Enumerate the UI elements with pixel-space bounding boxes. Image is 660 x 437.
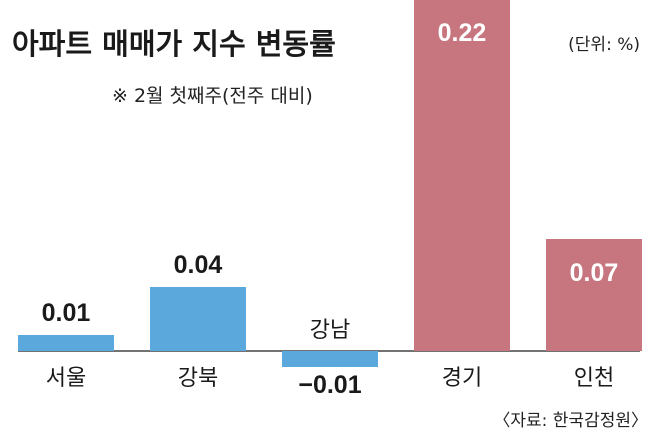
category-label-4: 인천 — [574, 366, 614, 391]
category-label-0: 서울 — [46, 366, 86, 391]
bar-4 — [546, 239, 642, 351]
category-label-3: 경기 — [442, 366, 482, 391]
value-label-3: 0.22 — [438, 19, 487, 47]
unit-label: (단위: %) — [568, 35, 640, 55]
bar-3 — [414, 0, 510, 351]
chart-subtitle: ※ 2월 첫째주(전주 대비) — [112, 85, 313, 107]
value-label-0: 0.01 — [42, 299, 91, 327]
category-label-2: 강남 — [310, 318, 350, 343]
value-label-1: 0.04 — [174, 251, 223, 279]
bar-1 — [150, 287, 246, 351]
chart-title: 아파트 매매가 지수 변동률 — [12, 27, 336, 61]
value-label-2: −0.01 — [298, 371, 361, 399]
category-label-1: 강북 — [178, 366, 218, 391]
value-label-4: 0.07 — [570, 259, 619, 287]
bar-0 — [18, 335, 114, 351]
bar-2 — [282, 351, 378, 367]
source-label: 〈자료: 한국감정원〉 — [493, 411, 648, 431]
